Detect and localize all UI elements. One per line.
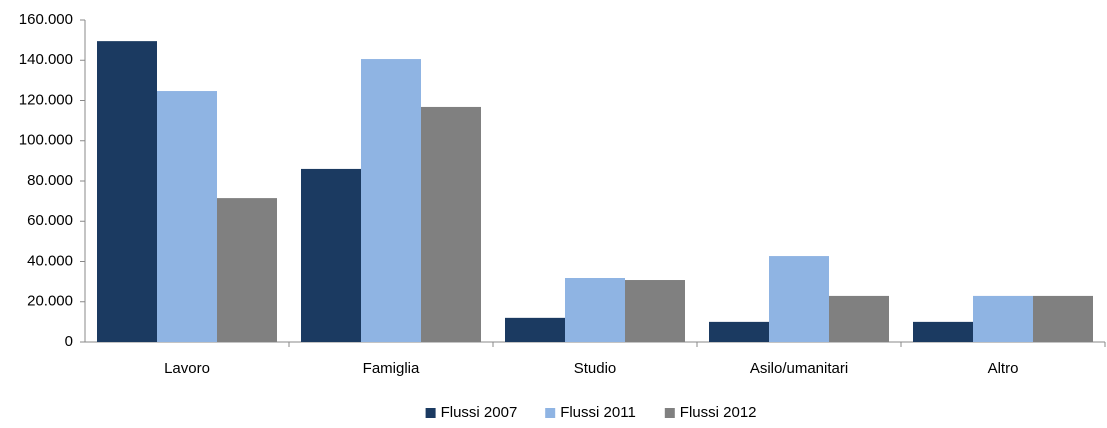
x-tick-label: Studio [574,360,617,377]
legend-label: Flussi 2012 [680,404,757,421]
bar [217,198,277,342]
bar [421,106,481,342]
y-tick-label: 0 [65,333,73,350]
y-tick-label: 160.000 [19,11,73,28]
bar [505,317,565,342]
x-tick-label: Lavoro [164,360,210,377]
y-tick-label: 80.000 [27,172,73,189]
legend-label: Flussi 2011 [560,404,636,421]
y-tick-label: 60.000 [27,212,73,229]
bar [97,41,157,342]
bar [709,321,769,342]
bar [769,256,829,342]
x-tick-label: Famiglia [363,360,420,377]
legend-label: Flussi 2007 [441,404,518,421]
y-tick-label: 100.000 [19,132,73,149]
y-tick-label: 20.000 [27,293,73,310]
x-tick-label: Asilo/umanitari [750,360,848,377]
legend-swatch [425,408,436,418]
bar [301,168,361,342]
bar [913,321,973,342]
bar [565,278,625,342]
bar [625,280,685,342]
y-tick-label: 140.000 [19,51,73,68]
x-tick-label: Altro [988,360,1019,377]
bar [361,59,421,342]
y-tick-label: 40.000 [27,252,73,269]
legend-swatch [664,408,675,418]
legend-swatch [545,408,556,418]
y-tick-label: 120.000 [19,91,73,108]
bar [829,295,889,342]
bar [1033,295,1093,342]
bar [973,295,1033,342]
bar [157,91,217,342]
